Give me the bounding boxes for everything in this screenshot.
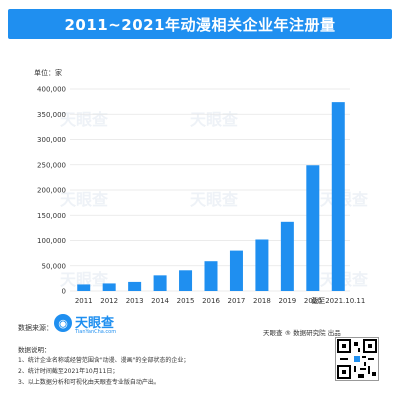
bar-2017 [229,250,243,291]
y-tick-label: 300,000 [37,136,66,144]
note-3: 3、以上数据分析和可视化由天眼查专业版自动产出。 [18,379,160,386]
source-logo: ◉ 天眼查 TianYanCha.com [54,314,117,335]
bar-2018 [255,239,269,291]
x-axis-ticks: 2011 2012 2013 2014 2015 2016 2017 2018 2019 2020… [75,296,366,305]
grid-lines [70,88,350,292]
eye-logo-icon: ◉ [54,314,72,332]
y-tick-label: 100,000 [37,237,66,245]
y-tick-label: 200,000 [37,187,66,195]
x-tick-label: 2012 [100,297,118,305]
qr-code-icon [335,337,379,381]
x-tick-label: 2011 [75,297,93,305]
source-label: 数据来源： [18,324,53,332]
notes-label: 数据说明： [18,346,51,354]
unit-label: 单位：家 [34,68,62,77]
x-tick-label: 截至2021.10.11 [311,296,365,305]
y-tick-label: 150,000 [37,212,66,220]
bar-2019 [280,221,294,291]
x-tick-label: 2016 [202,297,220,305]
logo-text: 天眼查 [75,315,115,331]
logo-subtext: TianYanCha.com [75,329,117,335]
bars [77,102,345,291]
x-tick-label: 2015 [177,297,195,305]
x-tick-label: 2017 [228,297,246,305]
x-tick-label: 2013 [126,297,144,305]
x-tick-label: 2019 [278,297,296,305]
note-1: 1、统计企业名称或经营范围含"动漫、漫画"的全部状态的企业； [18,357,190,364]
footer: 数据来源： ◉ 天眼查 TianYanCha.com 数据说明： 1、统计企业名… [0,300,400,406]
y-tick-label: 350,000 [37,111,66,119]
watermark-text: 天眼查 [60,270,108,289]
watermark-text: 天眼查 [190,190,238,209]
x-tick-label: 2014 [151,297,169,305]
y-axis-ticks: 0 50,000 100,000 150,000 200,000 250,000 300,0… [37,86,66,296]
publisher: 天眼查 ® 数据研究院 出品 [263,329,341,337]
x-tick-label: 2018 [253,297,271,305]
y-tick-label: 400,000 [37,86,66,94]
watermark-text: 天眼查 [60,190,108,209]
bar-2016 [204,261,218,291]
bar-chart: 单位：家 天眼查天眼查天眼查天眼查天眼查天眼查天眼查 050,000100,00… [34,68,368,305]
bar-2020 [306,165,320,291]
bar-2011 [77,284,91,291]
bar-2014 [153,275,167,291]
watermark-text: 天眼查 [60,110,108,129]
bar-2013 [128,281,142,291]
x-tick-label: 2020 [304,297,322,305]
watermark-text: 天眼查 [190,110,238,129]
y-tick-label: 250,000 [37,161,66,169]
chart-title: 2011~2021年动漫相关企业年注册量 [8,9,392,39]
bar-2015 [179,270,193,291]
y-tick-label: 50,000 [42,262,67,270]
bar-截至2021.10.11 [331,102,345,291]
y-tick-label: 0 [62,288,66,296]
note-2: 2、统计时间截至2021年10月11日； [18,368,119,375]
bar-2012 [102,283,116,291]
